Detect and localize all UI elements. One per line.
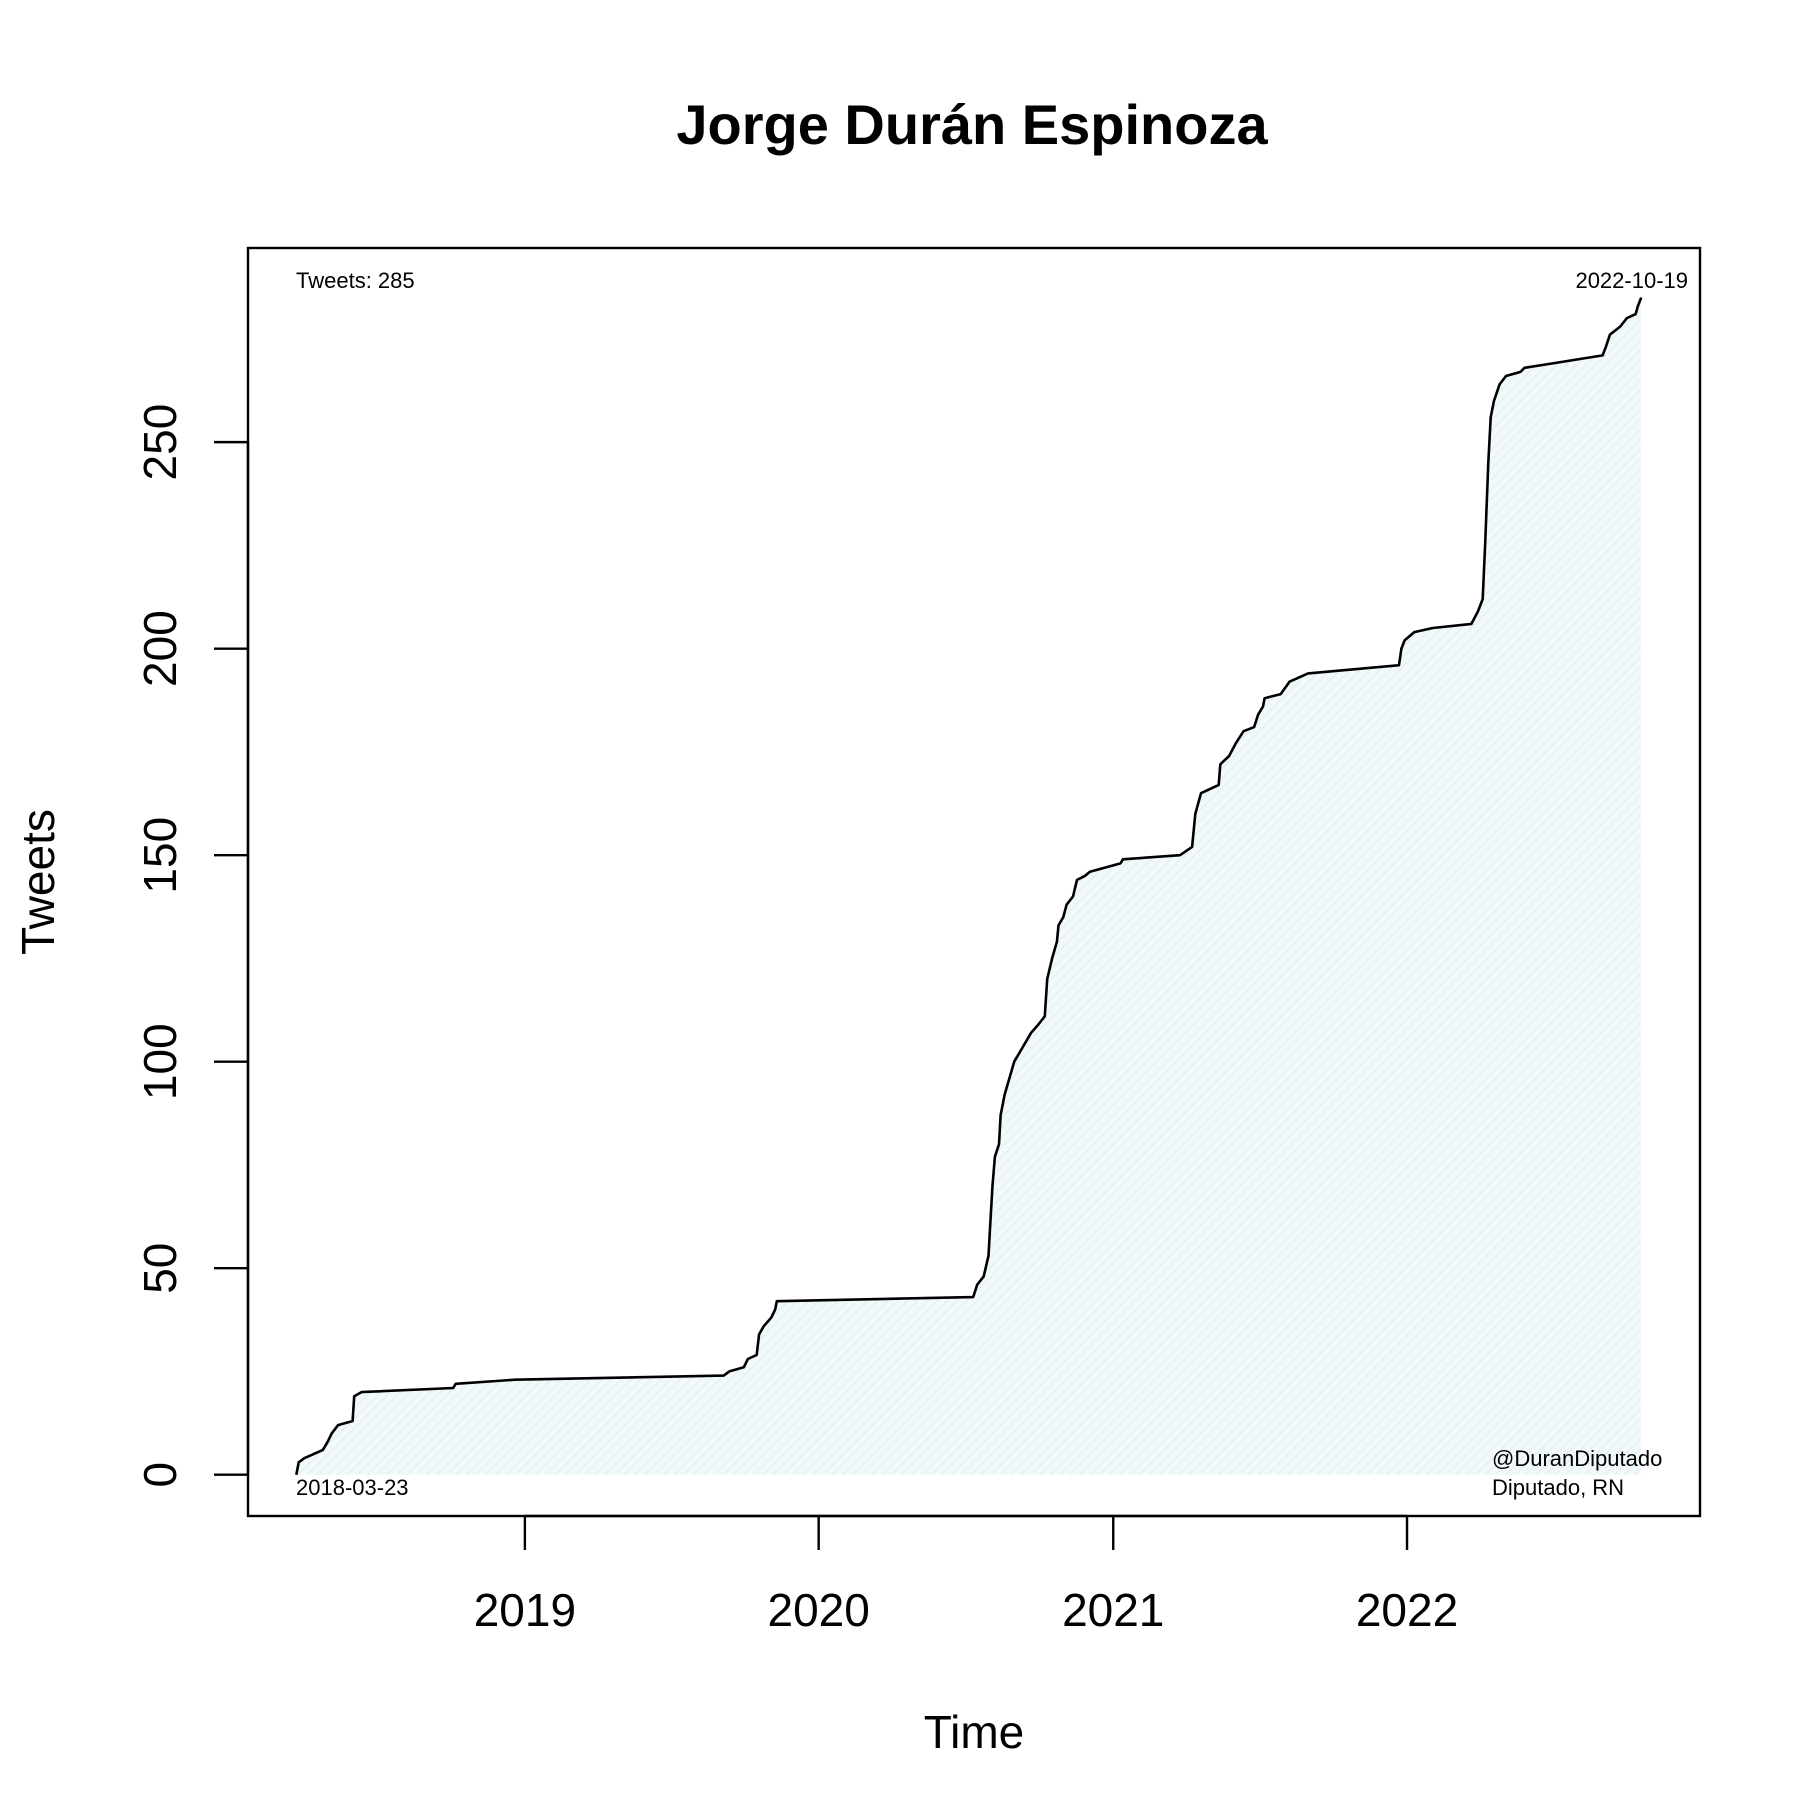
x-tick-label: 2021	[1062, 1584, 1164, 1636]
x-tick-label: 2019	[474, 1584, 576, 1636]
end-date-annotation: 2022-10-19	[1575, 268, 1688, 293]
plot-area	[295, 297, 1643, 1475]
cumulative-tweets-line	[295, 297, 1643, 1475]
twitter-handle-annotation: @DuranDiputado	[1492, 1446, 1662, 1471]
x-tick-label: 2022	[1356, 1584, 1458, 1636]
position-party-annotation: Diputado, RN	[1492, 1475, 1624, 1500]
start-date-annotation: 2018-03-23	[296, 1475, 409, 1500]
chart-title: Jorge Durán Espinoza	[676, 93, 1268, 156]
x-tick-label: 2020	[767, 1584, 869, 1636]
y-tick-label: 250	[134, 404, 186, 481]
x-axis-label: Time	[924, 1706, 1025, 1758]
cumulative-area-fill	[296, 297, 1642, 1475]
y-tick-label: 50	[134, 1243, 186, 1294]
y-tick-label: 150	[134, 817, 186, 894]
tweet-count-annotation: Tweets: 285	[296, 268, 415, 293]
y-tick-label: 0	[134, 1462, 186, 1488]
y-axis-label: Tweets	[12, 809, 64, 955]
x-axis: 2019 2020 2021 2022	[474, 1514, 1458, 1636]
y-tick-label: 100	[134, 1023, 186, 1100]
y-axis: 0 50 100 150 200 250	[134, 404, 250, 1488]
y-tick-label: 200	[134, 610, 186, 687]
